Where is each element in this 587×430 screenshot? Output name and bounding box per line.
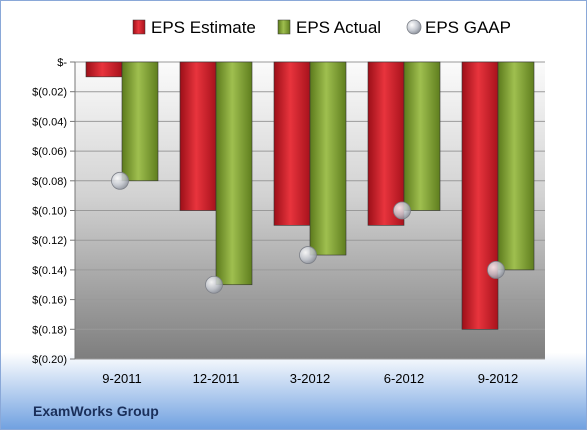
y-tick-label: $(0.14) <box>32 265 67 277</box>
bars <box>85 61 535 330</box>
y-tick-label: $(0.02) <box>32 87 67 99</box>
bar-eps-estimate <box>179 61 217 211</box>
x-axis-labels: 9-2011 12-2011 3-2012 6-2012 9-2012 <box>102 371 518 386</box>
bar-eps-estimate <box>367 61 405 226</box>
y-tick-label: $(0.18) <box>32 324 67 336</box>
y-tick-label: $(0.16) <box>32 295 67 307</box>
legend-label: EPS Actual <box>296 18 381 37</box>
y-tick-label: $(0.20) <box>32 354 67 366</box>
y-axis-ticks: $- $(0.02) $(0.04) $(0.06) $(0.08) $(0.10) $(0… <box>32 57 67 366</box>
bar-eps-actual <box>215 61 253 286</box>
legend-swatch <box>406 19 422 35</box>
gaap-markers <box>111 171 505 294</box>
y-tick-label: $(0.06) <box>32 146 67 158</box>
marker-eps-gaap <box>111 171 129 190</box>
bar-eps-estimate <box>273 61 311 226</box>
chart-footer: ExamWorks Group <box>33 403 159 419</box>
marker-eps-gaap <box>205 275 223 294</box>
bar-eps-actual <box>497 61 535 271</box>
legend-swatch <box>132 19 146 35</box>
y-tick-label: $(0.10) <box>32 206 67 218</box>
bar-eps-estimate <box>461 61 499 330</box>
legend: EPS Estimate EPS Actual EPS GAAP <box>132 18 511 37</box>
y-tick-label: $(0.12) <box>32 235 67 247</box>
x-tick-label: 9-2012 <box>478 371 518 386</box>
y-tick-label: $(0.08) <box>32 176 67 188</box>
legend-swatch <box>277 19 291 35</box>
marker-eps-gaap <box>393 201 411 220</box>
x-tick-label: 6-2012 <box>384 371 424 386</box>
marker-eps-gaap <box>299 246 317 264</box>
bar-eps-estimate <box>85 61 123 78</box>
legend-label: EPS Estimate <box>151 18 256 37</box>
x-tick-label: 12-2011 <box>193 371 240 386</box>
x-tick-label: 9-2011 <box>102 371 142 386</box>
marker-eps-gaap <box>487 260 505 279</box>
bar-eps-actual <box>121 61 159 182</box>
x-tick-label: 3-2012 <box>290 371 330 386</box>
y-tick-label: $(0.04) <box>32 116 67 128</box>
bar-eps-actual <box>403 61 441 211</box>
y-tick-label: $- <box>57 57 67 69</box>
bar-eps-actual <box>309 61 347 256</box>
legend-label: EPS GAAP <box>425 18 511 37</box>
